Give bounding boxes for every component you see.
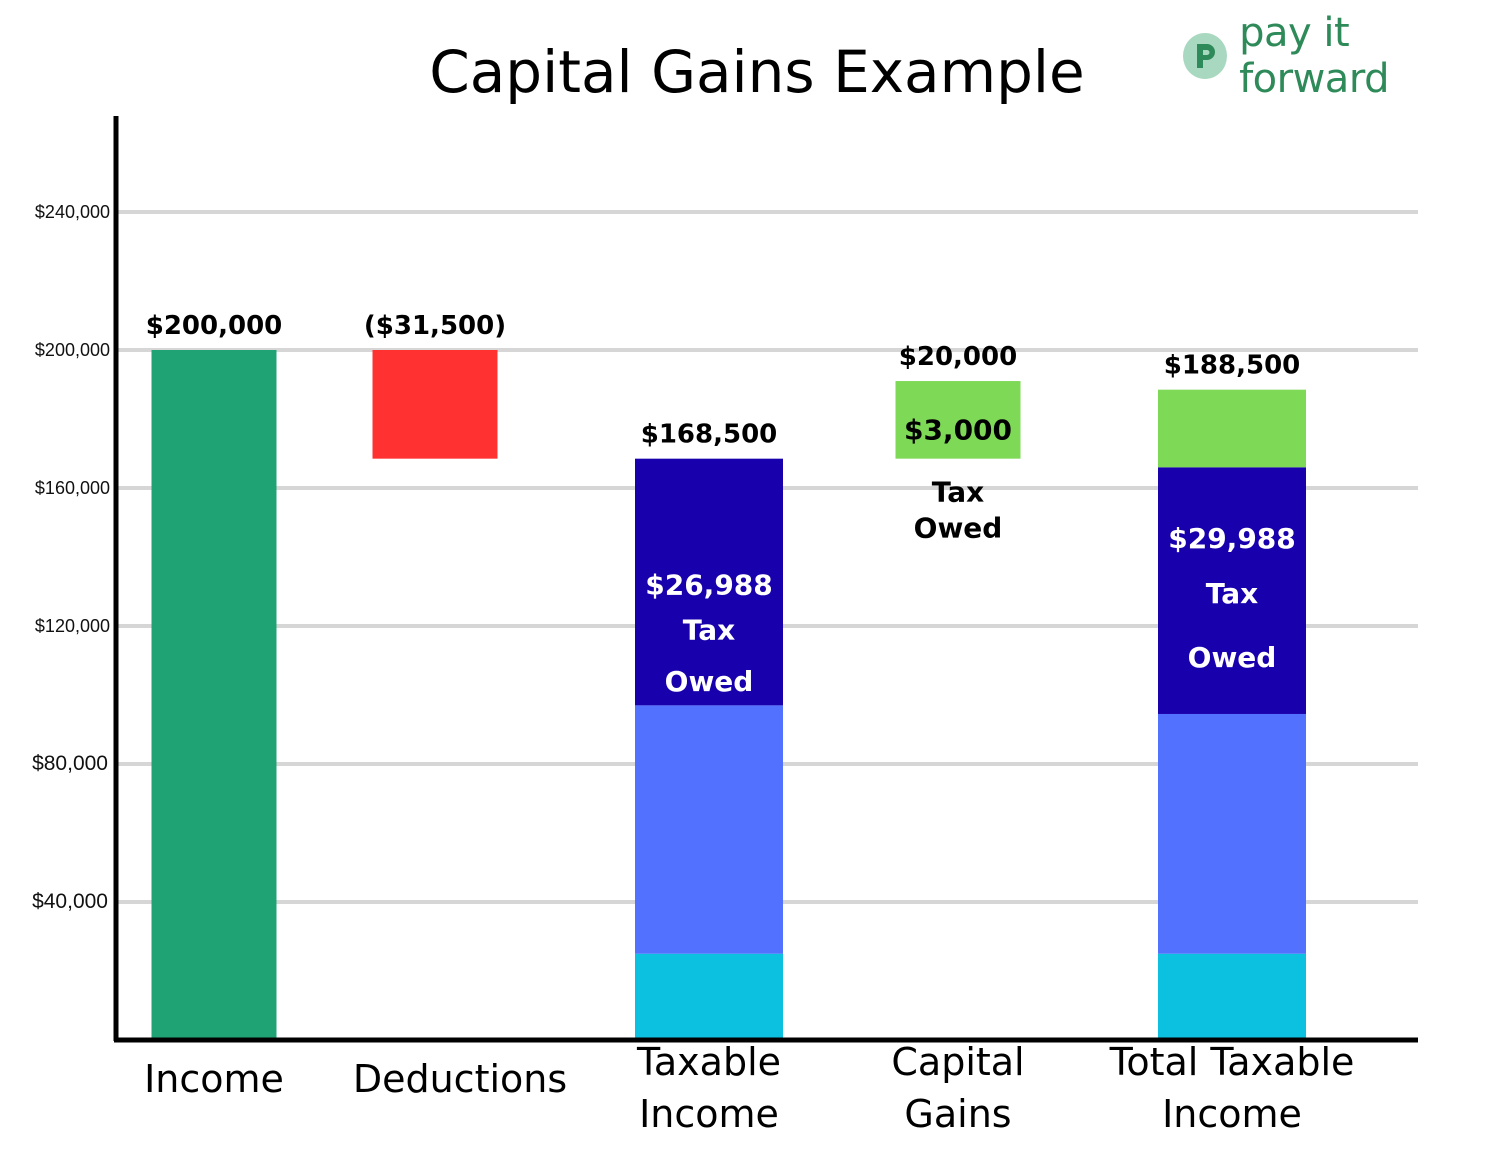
bar-value-label: $20,000 <box>899 342 1017 372</box>
bar-segment <box>151 350 277 1040</box>
y-tick-label: $200,000 <box>35 340 110 360</box>
chart-title: Capital Gains Example <box>429 38 1084 106</box>
bar-segment <box>635 458 783 706</box>
p-letter-icon <box>1183 33 1228 79</box>
bar-annotation: Tax <box>932 475 984 508</box>
x-tick-label: Taxable <box>636 1040 781 1084</box>
y-tick-label: $80,000 <box>32 752 108 775</box>
bar-annotation: Owed <box>1188 641 1277 674</box>
bar-annotation: Tax <box>683 613 735 646</box>
y-tick-label: $240,000 <box>35 202 110 222</box>
bar-annotation: $26,988 <box>645 569 773 602</box>
x-tick-label: Income <box>639 1092 779 1136</box>
bars <box>151 350 1306 1040</box>
bar-value-label: $168,500 <box>641 420 778 450</box>
x-tick-label: Capital <box>891 1040 1024 1084</box>
brand-logo: pay it forward <box>1183 10 1500 102</box>
x-axis-labels: Income Deductions Taxable Income Capital Gain… <box>144 1040 1354 1136</box>
bar-segment <box>1158 389 1306 468</box>
bar-segment <box>372 350 498 459</box>
bar-segment <box>1158 953 1306 1040</box>
x-tick-label: Gains <box>904 1092 1011 1136</box>
bar-value-label: $200,000 <box>146 311 283 341</box>
bar-annotation: Owed <box>914 512 1003 545</box>
bar-value-label: ($31,500) <box>364 311 506 341</box>
brand-name: pay it forward <box>1239 10 1389 102</box>
bar-segment <box>635 953 783 1040</box>
bar-value-label: $188,500 <box>1164 351 1301 381</box>
y-tick-label: $120,000 <box>35 616 110 636</box>
bar-annotation: $29,988 <box>1168 522 1296 555</box>
y-tick-label: $160,000 <box>35 478 110 498</box>
bar-segment <box>635 705 783 954</box>
bar-segment <box>1158 467 1306 714</box>
y-axis-ticks: $40,000 $80,000 $120,000 $160,000 $200,000 $2… <box>32 202 110 913</box>
bar-annotation: $3,000 <box>904 413 1012 446</box>
bar-annotation: Owed <box>665 665 754 698</box>
y-tick-label: $40,000 <box>32 890 108 913</box>
bar-segment <box>1158 713 1306 954</box>
bar-segment <box>895 381 1021 459</box>
x-tick-label: Income <box>144 1057 284 1101</box>
x-tick-label: Income <box>1162 1092 1302 1136</box>
x-tick-label: Deductions <box>353 1057 567 1101</box>
bar-labels: $200,000 ($31,500) $168,500 $26,988 Tax Owed $… <box>146 311 1301 698</box>
bar-annotation: Tax <box>1206 577 1258 610</box>
x-tick-label: Total Taxable <box>1109 1040 1355 1084</box>
